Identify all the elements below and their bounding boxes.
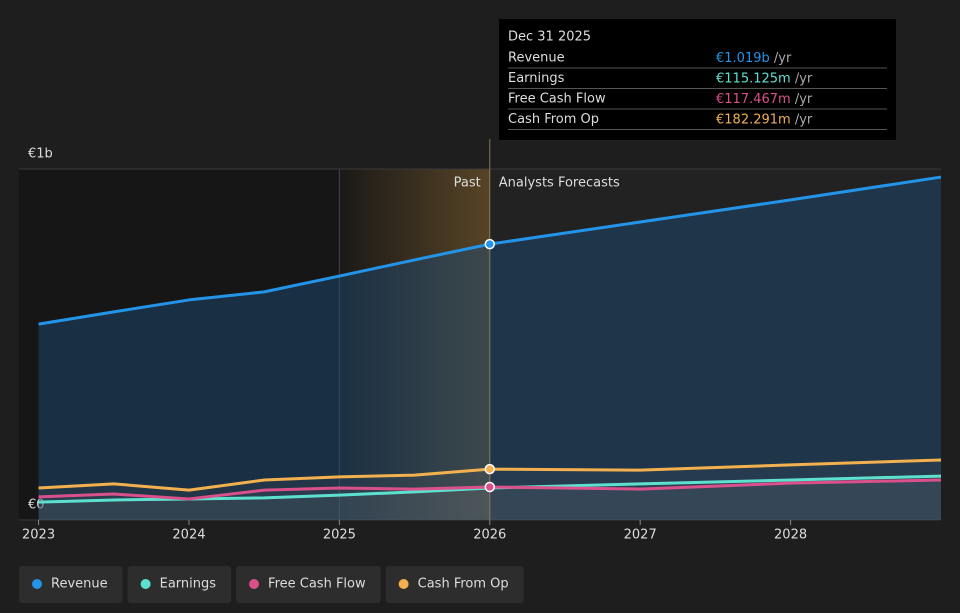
tooltip-label: Earnings xyxy=(508,71,565,86)
x-tick-label: 2023 xyxy=(22,528,55,543)
legend-swatch xyxy=(398,579,409,589)
tooltip-value: €1.019b xyxy=(716,51,770,66)
legend-swatch xyxy=(249,579,260,589)
tooltip-value: €115.125m xyxy=(716,71,791,86)
past-label: Past xyxy=(454,176,481,191)
tooltip: Dec 31 2025 Revenue €1.019b /yr Earnings €11… xyxy=(508,30,887,130)
tooltip-date: Dec 31 2025 xyxy=(508,30,591,45)
series-line xyxy=(38,458,942,492)
x-tick-label: 2024 xyxy=(172,528,205,543)
legend-label: Earnings xyxy=(160,577,217,592)
tooltip-label: Revenue xyxy=(508,51,565,66)
point-marker xyxy=(484,238,496,250)
tooltip-unit: /yr xyxy=(795,92,813,107)
point-marker xyxy=(484,463,496,475)
series-line xyxy=(38,474,942,504)
x-tick-label: 2027 xyxy=(624,528,657,543)
tooltip-value: €117.467m xyxy=(716,92,791,107)
highlight-region xyxy=(339,169,490,520)
legend-label: Free Cash Flow xyxy=(268,577,366,592)
legend-box xyxy=(385,566,524,603)
legend-item[interactable]: Free Cash Flow xyxy=(236,566,381,603)
tooltip-unit: /yr xyxy=(795,71,813,86)
tooltip-label: Cash From Op xyxy=(508,112,599,127)
forecast-label: Analysts Forecasts xyxy=(499,176,620,191)
tooltip-unit: /yr xyxy=(795,112,813,127)
tooltip-value-row: €182.291m /yr xyxy=(716,112,813,127)
x-tick-label: 2026 xyxy=(473,528,506,543)
legend-swatch xyxy=(32,579,42,589)
legend-label: Revenue xyxy=(51,577,108,592)
legend-box xyxy=(127,566,232,603)
series-line xyxy=(38,478,942,501)
legend: Revenue Earnings Free Cash Flow Cash From O… xyxy=(19,566,524,603)
tooltip-value-row: €115.125m /yr xyxy=(716,71,813,86)
tooltip-unit: /yr xyxy=(774,51,792,66)
legend-item[interactable]: Earnings xyxy=(127,566,232,603)
legend-item[interactable]: Revenue xyxy=(19,566,123,603)
tooltip-value: €182.291m xyxy=(716,112,791,127)
x-tick-label: 2025 xyxy=(323,528,356,543)
point-marker xyxy=(484,481,496,493)
x-tick-label: 2028 xyxy=(774,528,807,543)
tooltip-box xyxy=(499,19,896,140)
series-line xyxy=(38,175,942,326)
legend-swatch xyxy=(140,579,151,589)
y-tick-label: €1b xyxy=(28,147,53,162)
tooltip-value-row: €117.467m /yr xyxy=(716,92,813,107)
tooltip-label: Free Cash Flow xyxy=(508,92,606,107)
legend-item[interactable]: Cash From Op xyxy=(385,566,524,603)
legend-label: Cash From Op xyxy=(418,577,509,592)
legend-box xyxy=(19,566,123,603)
tooltip-value-row: €1.019b /yr xyxy=(716,51,792,66)
legend-box xyxy=(236,566,381,603)
